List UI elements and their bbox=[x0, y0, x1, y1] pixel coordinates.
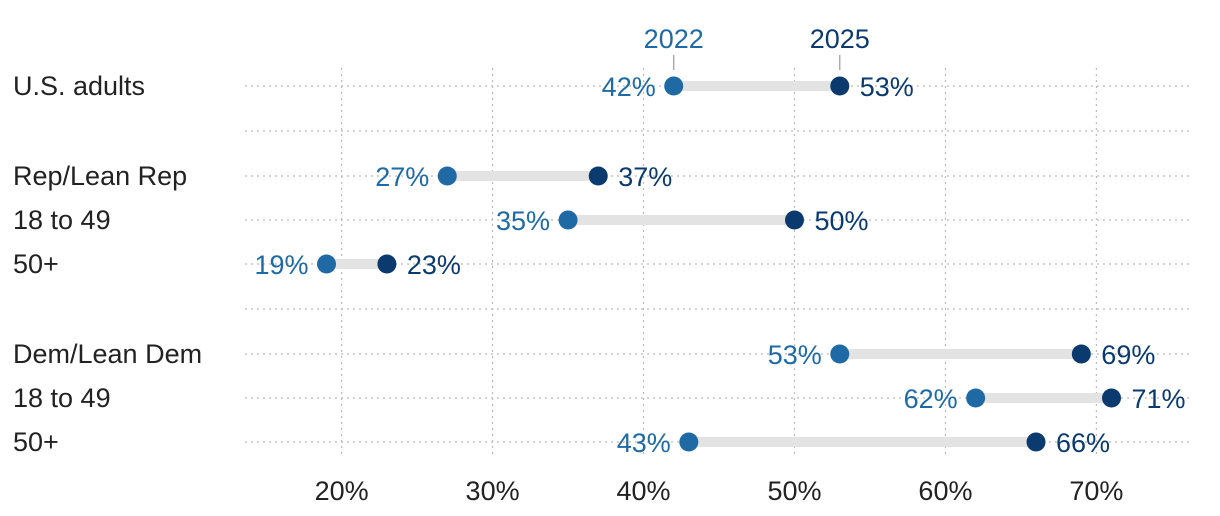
value-label-2022: 62% bbox=[904, 384, 958, 414]
dot-2025 bbox=[377, 254, 397, 274]
value-label-2022: 43% bbox=[617, 428, 671, 458]
row-label: Rep/Lean Rep bbox=[13, 161, 187, 191]
row-label: 18 to 49 bbox=[13, 205, 111, 235]
x-tick-label: 20% bbox=[315, 476, 369, 506]
value-label-2025: 69% bbox=[1101, 340, 1155, 370]
row-label: 18 to 49 bbox=[13, 383, 111, 413]
value-label-2025: 37% bbox=[618, 162, 672, 192]
dot-2022 bbox=[679, 432, 699, 452]
value-label-2025: 66% bbox=[1056, 428, 1110, 458]
dot-2025 bbox=[1071, 344, 1091, 364]
dot-2022 bbox=[437, 166, 457, 186]
value-label-2022: 27% bbox=[375, 162, 429, 192]
value-label-2025: 50% bbox=[814, 206, 868, 236]
value-label-2025: 71% bbox=[1132, 384, 1186, 414]
dot-2022 bbox=[830, 344, 850, 364]
dot-2025 bbox=[588, 166, 608, 186]
dot-2022 bbox=[558, 210, 578, 230]
dot-2025 bbox=[830, 76, 850, 96]
value-label-2025: 53% bbox=[860, 72, 914, 102]
x-tick-label: 60% bbox=[918, 476, 972, 506]
x-tick-label: 50% bbox=[767, 476, 821, 506]
dot-2025 bbox=[784, 210, 804, 230]
legend-label-2022: 2022 bbox=[644, 24, 704, 54]
row-label: 50+ bbox=[13, 427, 59, 457]
dot-2025 bbox=[1102, 388, 1122, 408]
value-label-2025: 23% bbox=[407, 250, 461, 280]
dot-2025 bbox=[1026, 432, 1046, 452]
x-tick-label: 70% bbox=[1069, 476, 1123, 506]
x-tick-label: 40% bbox=[617, 476, 671, 506]
row-label: 50+ bbox=[13, 249, 59, 279]
value-label-2022: 53% bbox=[768, 340, 822, 370]
dot-2022 bbox=[966, 388, 986, 408]
x-tick-label: 30% bbox=[466, 476, 520, 506]
value-label-2022: 35% bbox=[496, 206, 550, 236]
row-label: U.S. adults bbox=[13, 71, 145, 101]
value-label-2022: 42% bbox=[602, 72, 656, 102]
dot-2022 bbox=[317, 254, 337, 274]
legend-label-2025: 2025 bbox=[810, 24, 870, 54]
dot-2022 bbox=[664, 76, 684, 96]
row-label: Dem/Lean Dem bbox=[13, 339, 202, 369]
value-label-2022: 19% bbox=[254, 250, 308, 280]
